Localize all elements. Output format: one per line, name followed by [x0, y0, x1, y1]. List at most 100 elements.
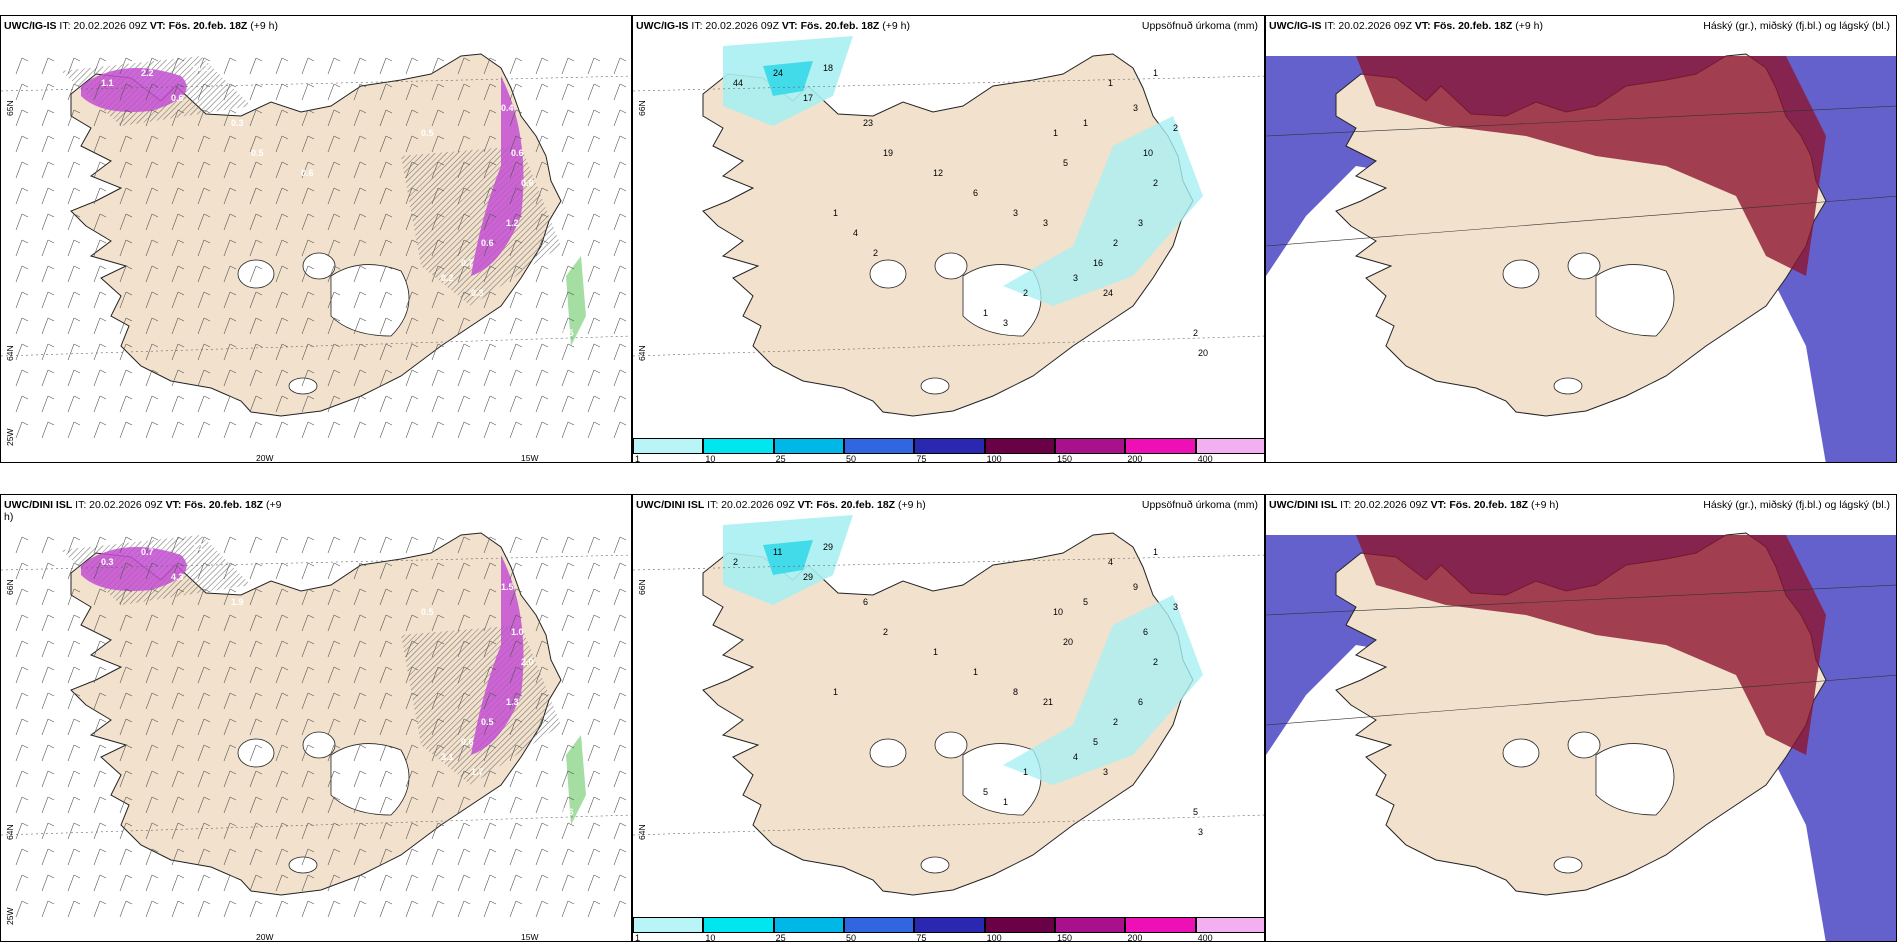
- wind-barb: [353, 421, 361, 439]
- wind-barb: [93, 614, 101, 632]
- wind-barb: [67, 291, 75, 309]
- wind-barb: [327, 536, 335, 554]
- wind-barb: [93, 744, 101, 762]
- wind-barb: [301, 291, 309, 309]
- wind-barb: [301, 692, 309, 710]
- wind-barb: [197, 822, 205, 840]
- wind-barb: [145, 421, 153, 439]
- precip-purple: [81, 547, 187, 591]
- wind-barb: [275, 874, 283, 892]
- wind-barb: [613, 239, 621, 257]
- wind-barb: [67, 666, 75, 684]
- wind-barb: [275, 317, 283, 335]
- wind-barb: [587, 640, 595, 658]
- wind-barb: [93, 343, 101, 361]
- value-label: 24: [1103, 288, 1113, 298]
- wind-barb: [119, 213, 127, 231]
- field-title: Uppsöfnuð úrkoma (mm): [1141, 20, 1258, 32]
- wind-barb: [353, 395, 361, 413]
- wind-barb: [379, 421, 387, 439]
- wind-barb: [353, 614, 361, 632]
- value-label: 29: [823, 542, 833, 552]
- wind-barb: [93, 562, 101, 580]
- wind-barb: [197, 718, 205, 736]
- wind-barb: [379, 161, 387, 179]
- lead-time: (+9 h): [247, 20, 278, 32]
- wind-barb: [483, 588, 491, 606]
- wind-barb: [15, 744, 23, 762]
- wind-barb: [509, 239, 517, 257]
- wind-barb: [483, 291, 491, 309]
- wind-barb: [197, 395, 205, 413]
- wind-barb: [119, 109, 127, 127]
- wind-barb: [93, 770, 101, 788]
- wind-barb: [379, 874, 387, 892]
- wind-barb: [327, 822, 335, 840]
- wind-barb: [93, 135, 101, 153]
- glacier: [869, 738, 907, 768]
- wind-barb: [457, 291, 465, 309]
- wind-barb: [535, 265, 543, 283]
- glacier: [920, 856, 950, 874]
- wind-barb: [535, 562, 543, 580]
- wind-barb: [613, 848, 621, 866]
- value-label: 0.5: [481, 717, 494, 727]
- wind-barb: [405, 239, 413, 257]
- wind-barb: [41, 874, 49, 892]
- wind-barb: [301, 135, 309, 153]
- wind-barb: [93, 239, 101, 257]
- wind-barb: [587, 666, 595, 684]
- wind-barb: [275, 213, 283, 231]
- wind-barb: [275, 265, 283, 283]
- wind-barb: [457, 421, 465, 439]
- wind-barb: [171, 692, 179, 710]
- wind-barb: [119, 187, 127, 205]
- colorbar-swatch: [844, 438, 915, 454]
- value-label: 2: [1153, 178, 1158, 188]
- wind-barb: [327, 161, 335, 179]
- model-name: UWC/DINI ISL: [1269, 499, 1338, 511]
- wind-barb: [327, 692, 335, 710]
- wind-barb: [41, 135, 49, 153]
- wind-barb: [353, 161, 361, 179]
- wind-barb: [223, 900, 231, 918]
- wind-barb: [93, 161, 101, 179]
- wind-barb: [327, 718, 335, 736]
- wind-barb: [327, 109, 335, 127]
- wind-barb: [15, 848, 23, 866]
- wind-barb: [15, 666, 23, 684]
- wind-barb: [119, 317, 127, 335]
- wind-barb: [327, 395, 335, 413]
- wind-barb: [613, 874, 621, 892]
- iceland-land: [70, 53, 562, 417]
- map-panel-bottom-left: UWC/DINI ISL IT: 20.02.2026 09Z VT: Fös.…: [0, 494, 632, 942]
- wind-barb: [275, 57, 283, 75]
- wind-barb: [145, 718, 153, 736]
- wind-barb: [457, 239, 465, 257]
- wind-barb: [457, 744, 465, 762]
- init-time: IT: 20.02.2026 09Z: [688, 20, 782, 32]
- wind-barb: [483, 109, 491, 127]
- wind-barb: [353, 265, 361, 283]
- value-label: 3: [1003, 318, 1008, 328]
- wind-barb: [327, 187, 335, 205]
- colorbar-swatch: [1195, 917, 1264, 933]
- value-label: 1: [1153, 547, 1158, 557]
- wind-barb: [67, 614, 75, 632]
- wind-barb: [353, 874, 361, 892]
- map-panel-top-right: UWC/IG-IS IT: 20.02.2026 09Z VT: Fös. 20…: [1265, 15, 1897, 463]
- wind-barb: [41, 317, 49, 335]
- precip-colorbar: 1 10 25 50 75 100 150 200 400: [633, 915, 1264, 941]
- wind-barb: [249, 718, 257, 736]
- colorbar-swatch: [703, 917, 774, 933]
- init-time: IT: 20.02.2026 09Z: [704, 499, 798, 511]
- wind-barb: [353, 666, 361, 684]
- value-label: 3.1: [441, 752, 454, 762]
- wind-barb: [275, 83, 283, 101]
- wind-barb: [197, 109, 205, 127]
- wind-barb: [405, 822, 413, 840]
- wind-barb: [353, 239, 361, 257]
- wind-barb: [431, 421, 439, 439]
- wind-barb: [353, 692, 361, 710]
- colorbar-swatch: [1055, 917, 1126, 933]
